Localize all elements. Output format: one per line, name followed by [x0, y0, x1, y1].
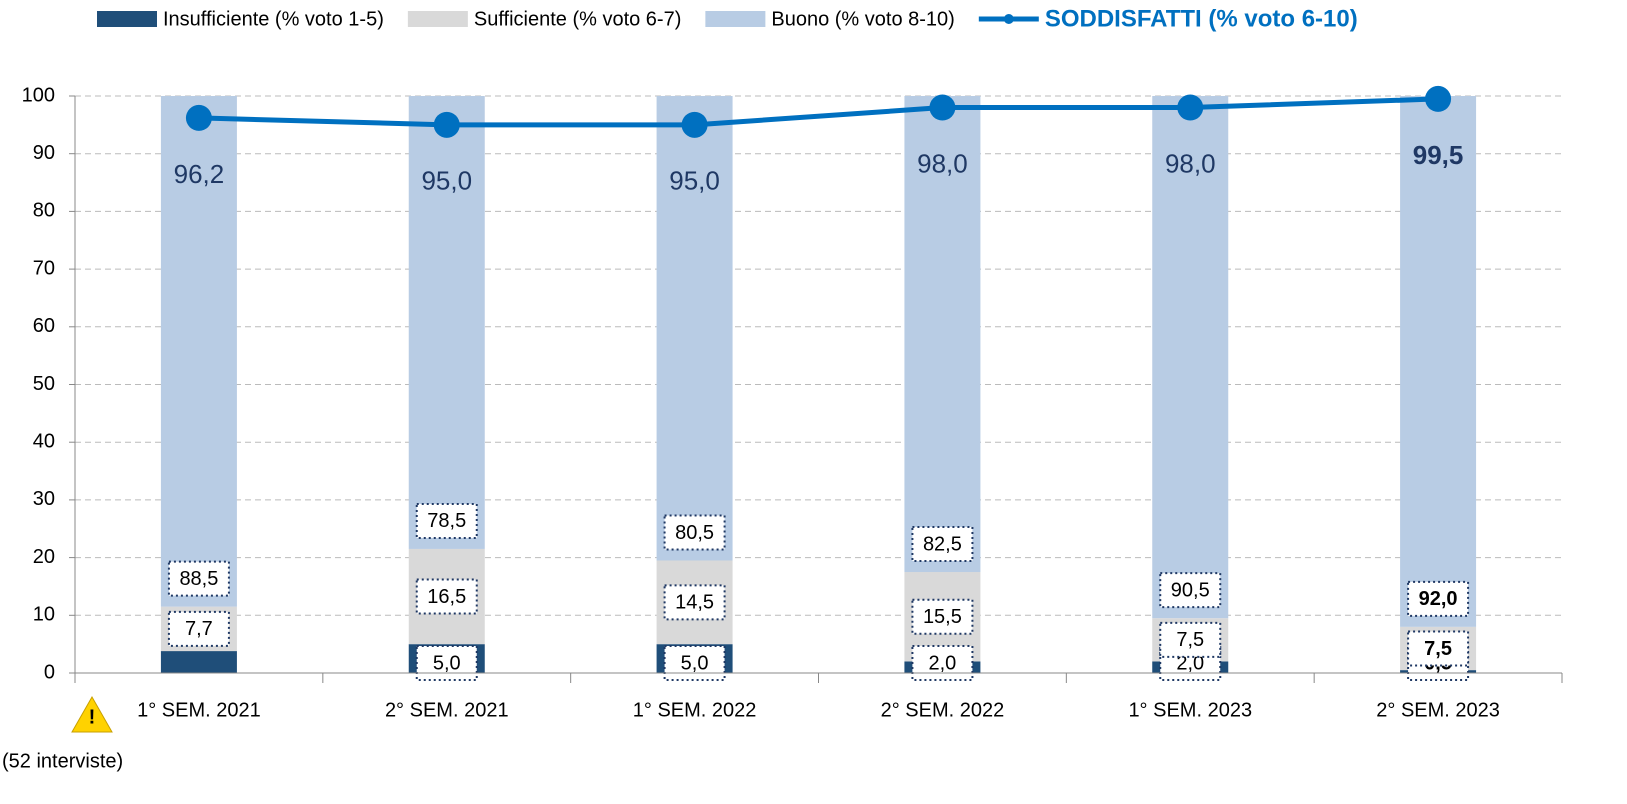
- legend-swatch: [97, 11, 157, 27]
- value-label: 5,0: [433, 652, 461, 674]
- y-tick-label: 40: [33, 430, 55, 452]
- value-label-box: [1407, 630, 1470, 667]
- bar-segment: [160, 96, 237, 607]
- value-label-box: [415, 502, 478, 539]
- value-label: 7,7: [185, 618, 213, 640]
- x-tick-label: 1° SEM. 2021: [137, 699, 261, 721]
- svg-text:!: !: [89, 706, 96, 728]
- line-value-label: 99,5: [1413, 140, 1464, 170]
- legend-label: SODDISFATTI (% voto 6-10): [1045, 5, 1358, 32]
- value-label-box: [663, 514, 726, 551]
- value-label-box: [1407, 580, 1470, 617]
- value-label-box: [911, 645, 974, 681]
- y-tick-label: 10: [33, 604, 55, 626]
- y-tick-label: 100: [22, 84, 55, 106]
- value-label: 16,5: [427, 586, 466, 608]
- value-label: 5,0: [681, 652, 709, 674]
- line-point: [1177, 94, 1204, 121]
- line-value-label: 95,0: [421, 166, 472, 196]
- value-label-box: [167, 610, 230, 647]
- value-label: 7,5: [1176, 629, 1204, 651]
- value-label: 88,5: [179, 568, 218, 590]
- y-tick-label: 0: [44, 661, 55, 683]
- y-tick-label: 30: [33, 488, 55, 510]
- value-label: 14,5: [675, 592, 714, 614]
- x-tick-label: 1° SEM. 2023: [1128, 699, 1252, 721]
- value-label-box: [663, 584, 726, 621]
- y-tick-label: 70: [33, 257, 55, 279]
- bar-segment: [656, 96, 733, 561]
- y-tick-label: 90: [33, 142, 55, 164]
- line-point: [929, 94, 956, 121]
- x-tick-label: 2° SEM. 2022: [881, 699, 1005, 721]
- legend-label: Insufficiente (% voto 1-5): [163, 8, 384, 30]
- value-label: 80,5: [675, 522, 714, 544]
- line-point: [433, 111, 460, 138]
- legend-swatch: [705, 11, 766, 27]
- warning-icon: !: [71, 695, 113, 733]
- y-tick-label: 20: [33, 546, 55, 568]
- value-label: 82,5: [923, 533, 962, 555]
- value-label-box: [911, 526, 974, 563]
- y-tick-label: 80: [33, 200, 55, 222]
- value-label: 15,5: [923, 606, 962, 628]
- value-label-box: [1159, 572, 1222, 609]
- line-value-label: 96,2: [174, 159, 225, 189]
- line-point: [681, 111, 708, 138]
- bar-segment: [408, 96, 485, 549]
- bar-segment: [160, 651, 237, 673]
- value-label: 92,0: [1419, 588, 1458, 610]
- y-tick-label: 60: [33, 315, 55, 337]
- legend-swatch: [407, 11, 468, 27]
- value-label-box: [911, 598, 974, 635]
- bar-segment: [1400, 96, 1477, 627]
- y-tick-label: 50: [33, 373, 55, 395]
- x-tick-label: 1° SEM. 2022: [633, 699, 757, 721]
- value-label: 7,5: [1424, 638, 1452, 660]
- value-label: 90,5: [1171, 579, 1210, 601]
- legend-label: Sufficiente (% voto 6-7): [474, 8, 682, 30]
- x-tick-label: 2° SEM. 2023: [1376, 699, 1500, 721]
- value-label-box: [415, 645, 478, 681]
- line-value-label: 98,0: [1165, 148, 1216, 178]
- bar-segment: [1152, 96, 1229, 619]
- value-label: 78,5: [427, 510, 466, 532]
- line-series: [198, 96, 1439, 128]
- bar-segment: [904, 96, 981, 573]
- line-value-label: 98,0: [917, 148, 968, 178]
- value-label-box: [1159, 621, 1222, 658]
- line-value-label: 95,0: [669, 166, 720, 196]
- line-point: [185, 104, 212, 131]
- annotation: (52 interviste): [2, 750, 123, 772]
- value-label-box: [663, 645, 726, 681]
- value-label: 2,0: [929, 652, 957, 674]
- legend-marker: [1003, 14, 1014, 24]
- value-label-box: [167, 560, 230, 597]
- legend-label: Buono (% voto 8-10): [771, 8, 954, 30]
- line-point: [1425, 85, 1452, 112]
- value-label-box: [415, 578, 478, 615]
- x-tick-label: 2° SEM. 2021: [385, 699, 509, 721]
